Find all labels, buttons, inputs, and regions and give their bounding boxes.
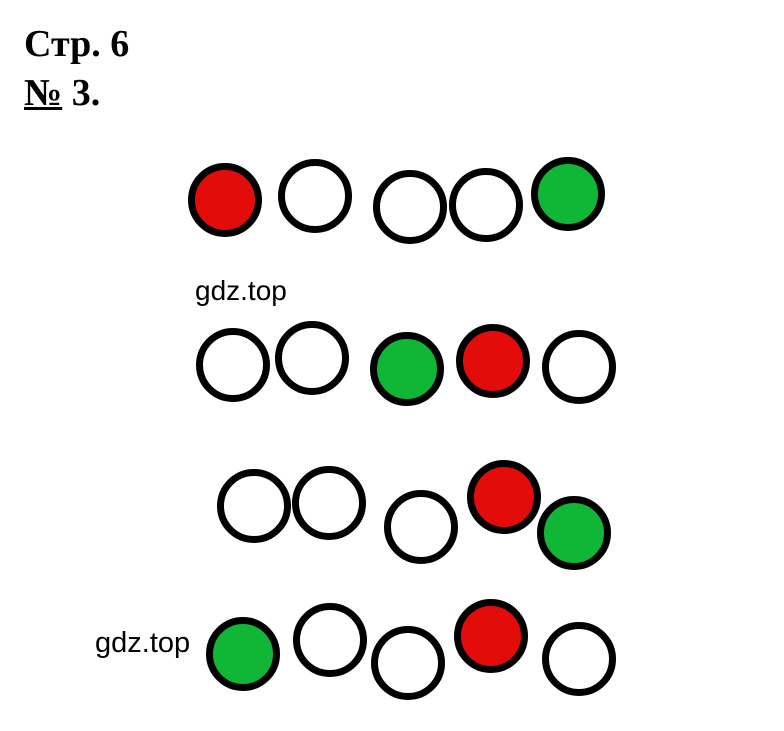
bead-circle [292, 466, 366, 540]
bead-circle [373, 170, 447, 244]
bead-circle [542, 622, 616, 696]
watermark-text: gdz.top [95, 627, 190, 660]
watermark-text: gdz.top [195, 275, 287, 307]
bead-circle [275, 321, 349, 395]
bead-circle [217, 469, 291, 543]
bead-circle [531, 157, 605, 231]
bead-circle [293, 603, 367, 677]
bead-circle [278, 159, 352, 233]
bead-circle [188, 163, 262, 237]
bead-circle [371, 626, 445, 700]
bead-circle [370, 332, 444, 406]
bead-circle [456, 324, 530, 398]
bead-circle [537, 496, 611, 570]
bead-circle [206, 617, 280, 691]
bead-circle [454, 599, 528, 673]
bead-diagram: gdz.top gdz.top [0, 0, 784, 731]
bead-circle [449, 168, 523, 242]
bead-circle [384, 490, 458, 564]
bead-circle [467, 460, 541, 534]
bead-circle [196, 328, 270, 402]
bead-circle [542, 330, 616, 404]
